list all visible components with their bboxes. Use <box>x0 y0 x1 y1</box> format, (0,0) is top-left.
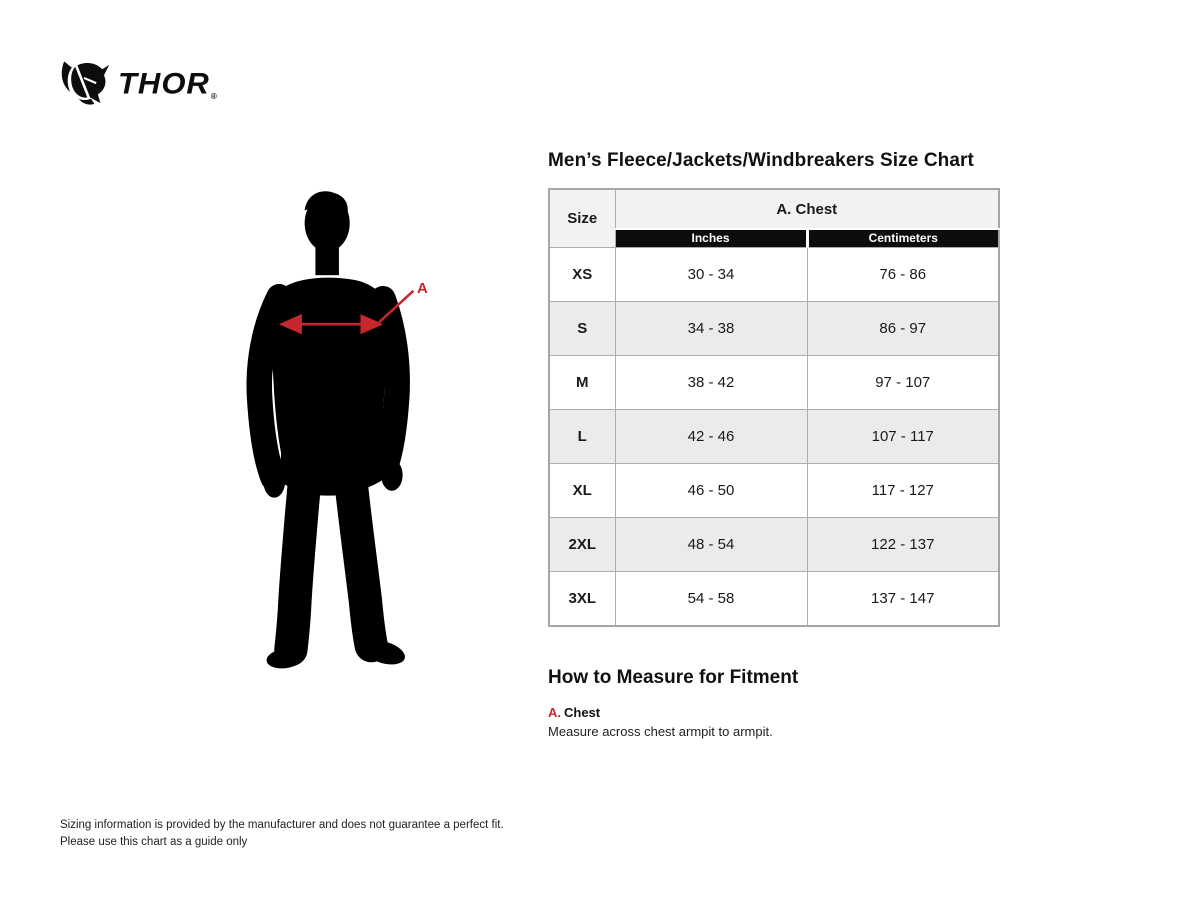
column-header-chest: A. Chest <box>614 188 1000 230</box>
centimeters-value: 117 - 127 <box>806 463 1000 518</box>
size-label: M <box>548 355 616 410</box>
inches-value: 34 - 38 <box>614 301 808 356</box>
table-row: 3XL 54 - 58 137 - 147 <box>548 571 1000 626</box>
table-row: L 42 - 46 107 - 117 <box>548 409 1000 464</box>
chest-measure-arrow <box>278 289 415 335</box>
table-row: XS 30 - 34 76 - 86 <box>548 247 1000 302</box>
centimeters-value: 86 - 97 <box>806 301 1000 356</box>
standing-man-silhouette <box>246 191 415 669</box>
inches-value: 38 - 42 <box>614 355 808 410</box>
inches-value: 46 - 50 <box>614 463 808 518</box>
thor-bull-icon <box>61 61 110 105</box>
size-label: 2XL <box>548 517 616 572</box>
centimeters-value: 76 - 86 <box>806 247 1000 302</box>
measure-point-a-label: A <box>417 280 428 297</box>
brand-logo: THOR ® <box>58 60 217 108</box>
size-label: L <box>548 409 616 464</box>
table-row: XL 46 - 50 117 - 127 <box>548 463 1000 518</box>
measure-item-name: Chest <box>564 704 601 720</box>
trademark-symbol: ® <box>210 92 217 101</box>
size-label: 3XL <box>548 571 616 626</box>
inches-value: 42 - 46 <box>614 409 808 464</box>
table-row: S 34 - 38 86 - 97 <box>548 301 1000 356</box>
size-label: XL <box>548 463 616 518</box>
centimeters-value: 137 - 147 <box>806 571 1000 626</box>
column-header-inches: Inches <box>614 228 808 248</box>
centimeters-value: 122 - 137 <box>806 517 1000 572</box>
disclaimer-line-2: Please use this chart as a guide only <box>60 835 248 848</box>
centimeters-value: 97 - 107 <box>806 355 1000 410</box>
inches-value: 48 - 54 <box>614 517 808 572</box>
inches-value: 54 - 58 <box>614 571 808 626</box>
measure-item-chest: A. Chest Measure across chest armpit to a… <box>548 705 1000 739</box>
column-header-size: Size <box>548 188 616 248</box>
size-label: S <box>548 301 616 356</box>
measure-item-description: Measure across chest armpit to armpit. <box>548 723 773 739</box>
body-measurement-diagram <box>238 186 434 676</box>
how-to-measure-heading: How to Measure for Fitment <box>548 666 799 688</box>
centimeters-value: 107 - 117 <box>806 409 1000 464</box>
sizing-disclaimer: Sizing information is provided by the ma… <box>60 817 504 850</box>
inches-value: 30 - 34 <box>614 247 808 302</box>
brand-wordmark: THOR <box>118 66 210 101</box>
column-header-centimeters: Centimeters <box>805 228 1000 248</box>
table-row: M 38 - 42 97 - 107 <box>548 355 1000 410</box>
size-chart-table: Size A. Chest Inches Centimeters XS 30 -… <box>548 188 1000 627</box>
size-label: XS <box>548 247 616 302</box>
disclaimer-line-1: Sizing information is provided by the ma… <box>60 819 504 831</box>
size-chart-panel: Men’s Fleece/Jackets/Windbreakers Size C… <box>548 150 1000 739</box>
size-chart-title: Men’s Fleece/Jackets/Windbreakers Size C… <box>548 150 974 171</box>
table-row: 2XL 48 - 54 122 - 137 <box>548 517 1000 572</box>
measure-item-key: A. <box>548 704 561 720</box>
